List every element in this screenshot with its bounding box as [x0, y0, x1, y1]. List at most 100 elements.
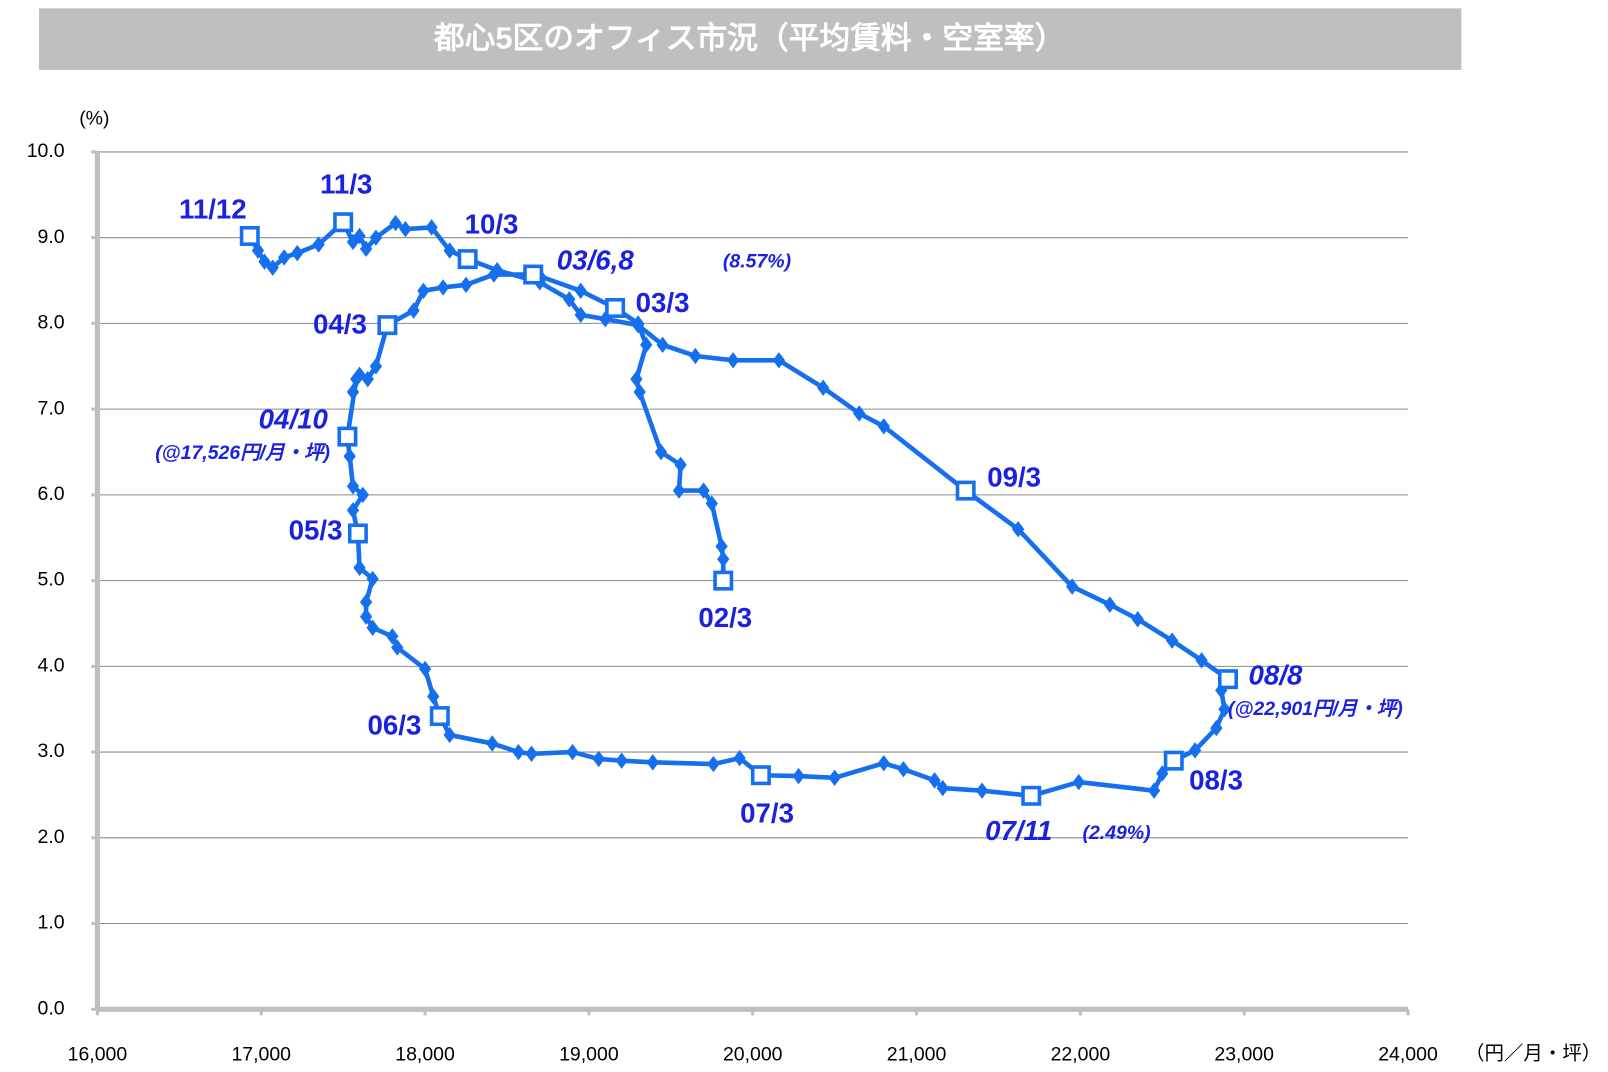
annotation: 03/3: [636, 287, 690, 318]
point: [443, 726, 456, 744]
label-marker: [713, 570, 734, 591]
point: [877, 418, 890, 435]
point: [346, 502, 360, 519]
point: [640, 336, 653, 354]
point: [346, 233, 360, 251]
point: [1165, 632, 1179, 649]
label-marker: [239, 225, 260, 246]
label-marker: [377, 315, 398, 336]
annotation: 08/8: [1248, 659, 1302, 690]
point: [726, 352, 740, 369]
point: [407, 302, 420, 319]
point: [630, 370, 643, 388]
point: [1011, 520, 1025, 538]
point: [366, 570, 379, 588]
label-marker: [750, 765, 771, 786]
point: [656, 336, 669, 354]
annotation: 10/3: [465, 209, 519, 240]
annotation-note: (@22,901円/月・坪): [1228, 698, 1403, 720]
x-tick-label: 19,000: [559, 1044, 619, 1066]
y-tick-label: 0.0: [38, 997, 65, 1019]
point: [1066, 578, 1079, 595]
annotation-note: (@17,526円/月・坪): [155, 442, 330, 464]
point: [631, 316, 645, 334]
x-tick-label: 23,000: [1214, 1044, 1274, 1066]
point: [359, 608, 373, 625]
point: [1103, 596, 1117, 613]
point: [459, 276, 473, 294]
point: [633, 383, 646, 401]
title-banner: [38, 8, 1462, 70]
y-tick-label: 7.0: [38, 397, 65, 419]
chart-title: 都心5区のオフィス市況（平均賃料・空室率）: [433, 20, 1066, 55]
annotation: 04/10: [259, 404, 329, 435]
point: [525, 745, 538, 762]
x-unit: （円／月・坪）: [1465, 1043, 1601, 1065]
point: [592, 750, 605, 768]
point: [672, 482, 686, 499]
y-tick-label: 9.0: [38, 226, 65, 248]
x-tick-label: 21,000: [887, 1044, 947, 1066]
label-marker: [347, 523, 368, 544]
point: [828, 769, 841, 786]
point: [425, 219, 438, 236]
label-marker: [457, 249, 478, 270]
point: [491, 262, 504, 279]
point: [353, 559, 366, 576]
annotation-note: (2.49%): [1083, 822, 1151, 844]
point: [436, 279, 450, 296]
point: [251, 242, 265, 259]
annotation: 11/12: [179, 194, 247, 225]
point: [928, 772, 941, 789]
y-tick-label: 8.0: [38, 312, 65, 334]
point: [1072, 773, 1085, 791]
point: [346, 383, 360, 401]
point: [853, 405, 866, 422]
point: [689, 347, 702, 365]
point: [391, 639, 404, 656]
y-tick-label: 5.0: [38, 569, 65, 591]
label-marker: [955, 480, 976, 501]
x-tick-label: 22,000: [1051, 1044, 1111, 1066]
y-tick-label: 1.0: [38, 912, 65, 934]
y-tick-label: 2.0: [38, 826, 65, 848]
point: [359, 593, 373, 611]
x-tick-label: 24,000: [1378, 1044, 1438, 1066]
point: [512, 743, 525, 761]
point: [1131, 610, 1144, 628]
point: [486, 735, 499, 752]
label-marker: [1217, 669, 1238, 690]
point: [386, 628, 399, 645]
y-tick-label: 4.0: [38, 654, 65, 676]
point: [399, 220, 412, 238]
point: [715, 538, 728, 555]
annotation: 07/11: [985, 815, 1052, 846]
point: [1147, 782, 1161, 799]
point: [266, 259, 279, 276]
label-marker: [429, 706, 450, 727]
point: [817, 379, 830, 396]
point: [574, 306, 587, 324]
point: [443, 242, 456, 259]
point: [615, 752, 628, 769]
point: [258, 253, 271, 270]
point: [772, 352, 786, 369]
annotation-note: (8.57%): [723, 250, 791, 272]
x-tick-label: 17,000: [231, 1044, 291, 1066]
point: [707, 755, 720, 773]
point: [356, 486, 369, 504]
point: [389, 214, 402, 232]
annotation: 03/6,8: [557, 245, 635, 276]
point: [975, 782, 989, 799]
label-marker: [1163, 750, 1184, 771]
point: [1210, 719, 1223, 737]
label-marker: [523, 264, 544, 285]
point: [359, 240, 373, 258]
y-tick-label: 6.0: [38, 483, 65, 505]
x-tick-label: 16,000: [68, 1044, 128, 1066]
point: [646, 754, 659, 771]
annotation: 06/3: [367, 710, 421, 741]
point: [566, 743, 579, 761]
label-marker: [605, 297, 626, 318]
